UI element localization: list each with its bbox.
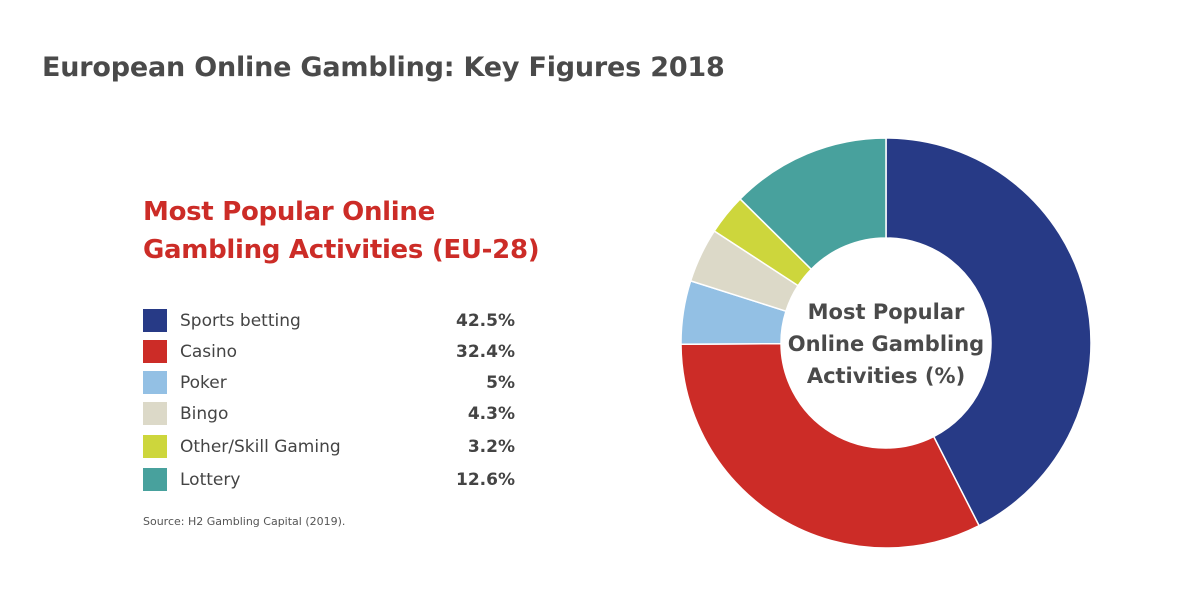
chart-legend: Sports betting 42.5% Casino 32.4% Poker 5% Bin… [143, 309, 515, 491]
legend-item-poker: Poker 5% [143, 371, 515, 394]
legend-swatch-sports-betting [143, 309, 167, 332]
legend-value-bingo: 4.3% [467, 404, 515, 424]
chart-title-line-2: Gambling Activities (EU-28) [143, 235, 540, 265]
chart-title: Most Popular Online Gambling Activities … [143, 193, 543, 269]
center-label-line-2: Online Gambling [787, 332, 985, 356]
legend-value-lottery: 12.6% [456, 470, 515, 490]
legend-value-other-skill-gaming: 3.2% [467, 437, 515, 457]
donut-slice-casino [680, 342, 981, 549]
legend-value-sports-betting: 42.5% [456, 311, 515, 331]
legend-item-casino: Casino 32.4% [143, 340, 515, 363]
legend-swatch-bingo [143, 402, 167, 425]
donut-center-label: Most Popular Online Gambling Activities … [776, 296, 996, 392]
legend-item-lottery: Lottery 12.6% [143, 468, 515, 491]
center-label-line-1: Most Popular [807, 300, 965, 324]
legend-swatch-other-skill-gaming [143, 435, 167, 458]
legend-item-bingo: Bingo 4.3% [143, 402, 515, 425]
donut-slice-sports-betting [885, 137, 1092, 527]
legend-label-other-skill-gaming: Other/Skill Gaming [180, 437, 341, 457]
donut-slice-lottery [739, 137, 887, 271]
legend-label-lottery: Lottery [180, 470, 241, 490]
source-note: Source: H2 Gambling Capital (2019). [143, 515, 346, 528]
legend-swatch-lottery [143, 468, 167, 491]
legend-label-bingo: Bingo [180, 404, 229, 424]
chart-title-line-1: Most Popular Online [143, 197, 435, 227]
legend-label-poker: Poker [180, 373, 227, 393]
legend-label-casino: Casino [180, 342, 238, 362]
legend-item-sports-betting: Sports betting 42.5% [143, 309, 515, 332]
legend-item-other-skill-gaming: Other/Skill Gaming 3.2% [143, 435, 515, 458]
legend-value-casino: 32.4% [456, 342, 515, 362]
legend-swatch-casino [143, 340, 167, 363]
page-title: European Online Gambling: Key Figures 20… [42, 52, 725, 83]
legend-value-poker: 5% [486, 373, 515, 393]
center-label-line-3: Activities (%) [806, 364, 966, 388]
legend-label-sports-betting: Sports betting [180, 311, 301, 331]
legend-swatch-poker [143, 371, 167, 394]
